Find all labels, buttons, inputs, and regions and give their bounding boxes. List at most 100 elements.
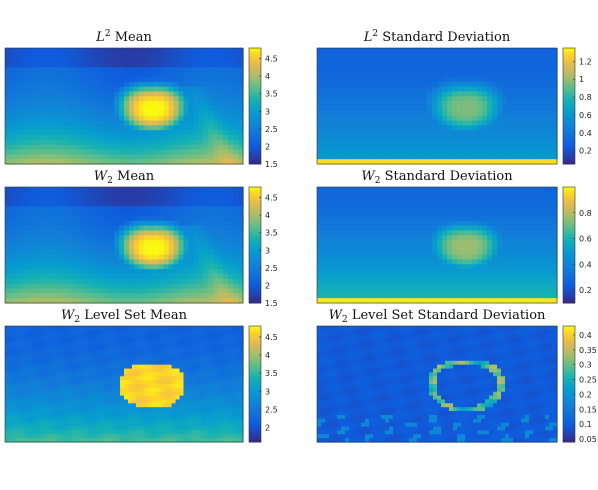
heatmap-cell: [447, 230, 453, 236]
heatmap-cell: [128, 240, 135, 246]
heatmap-cell: [79, 81, 85, 88]
heatmap-cell: [492, 144, 498, 151]
heatmap-cell: [148, 196, 155, 203]
heatmap-cell: [163, 254, 170, 261]
heatmap-cell: [223, 144, 229, 151]
heatmap-cell: [397, 96, 403, 102]
heatmap-cell: [203, 326, 208, 331]
heatmap-cell: [462, 101, 468, 107]
heatmap-cell: [168, 254, 175, 261]
heatmap-cell: [133, 159, 140, 165]
heatmap-cell: [552, 149, 558, 155]
heatmap-cell: [49, 115, 56, 122]
heatmap-cell: [99, 81, 105, 88]
heatmap-cell: [198, 48, 204, 54]
heatmap-cell: [527, 144, 533, 151]
heatmap-cell: [188, 67, 195, 73]
heatmap-cell: [39, 144, 46, 151]
heatmap-cell: [497, 57, 503, 64]
colorbar-swatch: [563, 113, 575, 117]
heatmap-cell: [517, 159, 523, 165]
heatmap-cell: [437, 283, 443, 290]
heatmap-cell: [178, 245, 185, 251]
heatmap-cell: [114, 52, 120, 59]
heatmap-cell: [29, 125, 36, 131]
heatmap-cell: [512, 139, 518, 146]
heatmap-cell: [422, 154, 428, 160]
heatmap-cell: [342, 254, 348, 261]
heatmap-cell: [119, 288, 125, 294]
heatmap-cell: [372, 135, 378, 141]
heatmap-cell: [442, 288, 448, 294]
heatmap-cell: [24, 191, 31, 198]
heatmap-cell: [183, 187, 190, 193]
heatmap-cell: [507, 298, 513, 304]
heatmap-cell: [357, 269, 363, 275]
heatmap-cell: [552, 120, 558, 126]
heatmap-cell: [532, 264, 538, 270]
heatmap-cell: [49, 235, 56, 241]
heatmap-cell: [552, 130, 558, 136]
heatmap-cell: [223, 225, 229, 232]
heatmap-cell: [437, 48, 443, 54]
heatmap-cell: [442, 259, 448, 265]
heatmap-cell: [337, 77, 343, 83]
heatmap-cell: [387, 225, 393, 232]
heatmap-cell: [178, 130, 185, 136]
heatmap-cell: [467, 106, 473, 112]
heatmap-cell: [457, 144, 463, 151]
heatmap-cell: [402, 144, 408, 151]
heatmap-cell: [124, 139, 130, 146]
heatmap-cell: [447, 293, 453, 299]
heatmap-cell: [218, 130, 224, 136]
heatmap-cell: [44, 106, 51, 112]
heatmap-cell: [29, 72, 36, 78]
heatmap-cell: [547, 225, 553, 232]
heatmap-cell: [447, 274, 453, 280]
heatmap-cell: [317, 57, 323, 64]
heatmap-cell: [372, 125, 378, 131]
plot-frame: [4, 186, 244, 304]
colorbar-swatch: [563, 194, 575, 198]
heatmap-cell: [382, 48, 388, 54]
heatmap-cell: [104, 249, 110, 256]
heatmap-cell: [522, 216, 528, 222]
heatmap-cell: [29, 57, 36, 64]
heatmap-cell: [233, 115, 239, 122]
heatmap-cell: [198, 115, 204, 122]
heatmap-cell: [193, 254, 199, 261]
heatmap-cell: [203, 115, 209, 122]
heatmap-cell: [477, 72, 483, 78]
heatmap-cell: [347, 91, 353, 97]
heatmap-cell: [208, 254, 214, 261]
heatmap-cell: [322, 254, 328, 261]
heatmap-cell: [372, 159, 378, 165]
heatmap-cell: [9, 86, 16, 93]
heatmap-cell: [317, 254, 323, 261]
heatmap-cell: [124, 196, 130, 203]
heatmap-cell: [173, 149, 180, 155]
heatmap-cell: [99, 96, 105, 102]
heatmap-cell: [218, 245, 224, 251]
heatmap-cell: [29, 144, 36, 151]
heatmap-cell: [477, 144, 483, 151]
heatmap-cell: [148, 62, 155, 68]
heatmap-cell: [163, 235, 170, 241]
colorbar-swatch: [563, 212, 575, 215]
heatmap-cell: [19, 201, 26, 207]
heatmap-cell: [9, 225, 16, 232]
heatmap-cell: [238, 225, 244, 232]
heatmap-cell: [367, 220, 373, 227]
heatmap-cell: [477, 48, 483, 54]
heatmap-cell: [64, 259, 71, 265]
heatmap-cell: [372, 293, 378, 299]
heatmap-cell: [228, 211, 234, 217]
heatmap-cell: [89, 67, 95, 73]
heatmap-cell: [54, 115, 61, 122]
heatmap-cell: [34, 110, 41, 117]
heatmap-cell: [357, 230, 363, 236]
heatmap-cell: [109, 110, 115, 117]
heatmap-cell: [552, 283, 558, 290]
heatmap-cell: [452, 293, 458, 299]
